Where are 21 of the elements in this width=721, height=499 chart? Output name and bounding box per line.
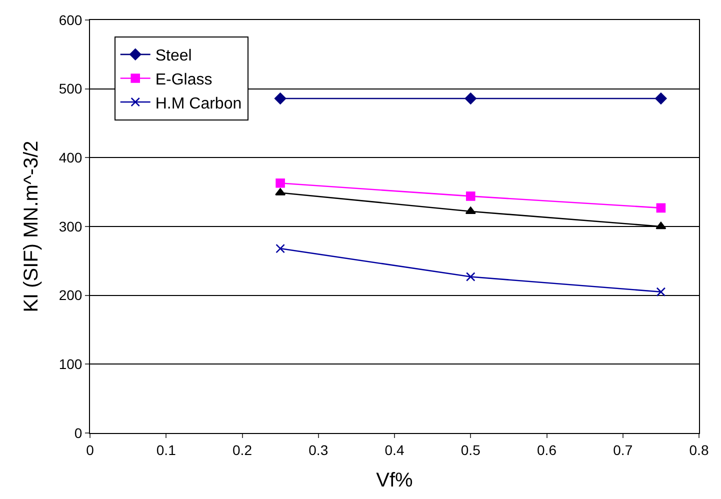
y-tick-label: 200 (58, 287, 82, 304)
x-tick-label: 0.3 (308, 442, 328, 458)
y-axis-title: KI (SIF) MN.m^-3/2 (20, 140, 42, 312)
y-tick-label: 0 (74, 424, 82, 441)
legend-label: Steel (155, 48, 192, 65)
x-tick-label: 0.4 (384, 442, 404, 458)
x-tick-label: 0.6 (537, 442, 557, 458)
x-tick-label: 0.1 (156, 442, 176, 458)
x-tick-label: 0.8 (689, 442, 709, 458)
y-tick-label: 600 (58, 12, 82, 28)
legend-label: H.M Carbon (155, 95, 242, 112)
x-tick-label: 0.7 (613, 442, 633, 458)
x-tick-label: 0.5 (460, 442, 481, 458)
x-axis-title: Vf% (376, 469, 414, 492)
legend-label: E-Glass (155, 71, 212, 88)
y-tick-label: 500 (58, 80, 82, 97)
y-tick-label: 300 (58, 218, 82, 234)
x-tick-label: 0 (86, 442, 94, 458)
x-tick-label: 0.2 (232, 442, 252, 458)
y-tick-label: 400 (58, 150, 82, 166)
y-tick-label: 100 (58, 356, 82, 372)
